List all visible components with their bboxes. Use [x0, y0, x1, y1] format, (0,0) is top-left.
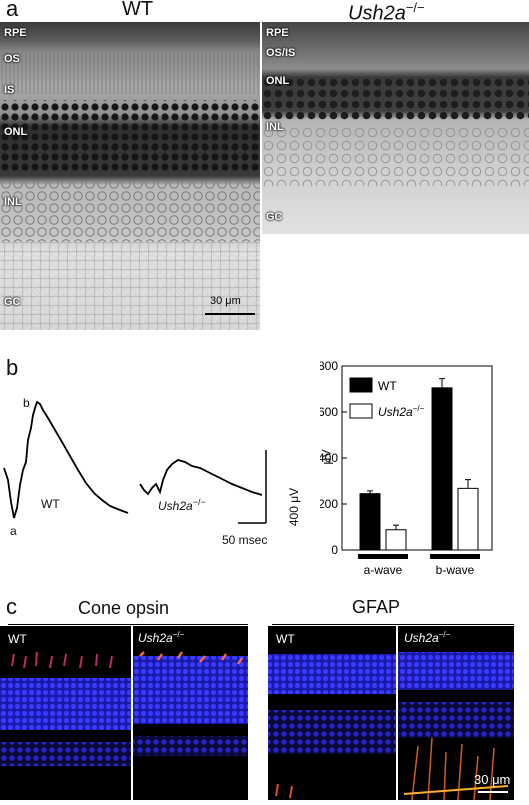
legend-label-wt: WT — [378, 379, 397, 393]
cone-wt-image — [0, 626, 131, 800]
category-bar — [358, 554, 408, 559]
cone-divider — [8, 624, 248, 625]
y-tick-label: 200 — [320, 497, 338, 511]
bar-a-wave-1 — [385, 529, 407, 551]
ko-layer-rpe: RPE — [266, 27, 289, 39]
y-tick-label: 600 — [320, 405, 338, 419]
trace-a-marker: a — [10, 524, 17, 538]
trace-ko-label: Ush2a−/− — [158, 497, 206, 513]
wt-scale-bar-label: 30 μm — [210, 295, 241, 307]
gfap-scale-label: 30 μm — [474, 772, 511, 787]
legend-label-ko-sup: −/− — [413, 404, 425, 413]
panel-a-wt-title: WT — [122, 0, 154, 20]
erg-bar-chart: 0 200 400 600 800 a-wave b-wave WT Ush2a−/− — [318, 359, 529, 585]
wt-layer-onl: ONL — [4, 126, 28, 138]
y-tick-label: 400 — [320, 451, 338, 465]
panel-a-ko-title: Ush2a−/− — [348, 0, 425, 25]
panel-b-letter: b — [6, 355, 19, 380]
legend-swatch-wt — [349, 377, 373, 393]
panel-c-gfap-title: GFAP — [352, 597, 401, 617]
ko-erg-trace — [139, 459, 263, 496]
bar-b-wave-0 — [431, 387, 453, 551]
y-tick-label: 800 — [320, 360, 338, 373]
wt-layer-rpe: RPE — [4, 27, 27, 39]
panel-a-letter: a — [6, 0, 19, 21]
ko-layer-inl: INL — [266, 121, 284, 133]
wt-layer-inl: INL — [4, 196, 22, 208]
category-bar — [430, 554, 480, 559]
ko-layer-onl: ONL — [266, 75, 290, 87]
scale-voltage-label: 400 μV — [287, 487, 301, 527]
wt-layer-gc: GC — [4, 296, 21, 308]
legend-swatch-ko — [349, 403, 373, 419]
wt-erg-trace — [3, 400, 129, 519]
bar-a-wave-0 — [359, 493, 381, 551]
cone-wt-label: WT — [8, 632, 27, 646]
chart-ylabel: μV — [319, 449, 334, 465]
gfap-ko-label: Ush2a−/− — [404, 630, 451, 645]
gfap-ko-image — [398, 626, 514, 801]
erg-traces — [0, 380, 300, 560]
ko-layer-os-is: OS/IS — [266, 47, 296, 59]
wt-layer-is: IS — [4, 84, 15, 96]
fluorescence-images — [0, 626, 529, 801]
category-label: b-wave — [436, 563, 475, 577]
gfap-wt-image — [268, 626, 396, 800]
ko-histology-image — [262, 22, 529, 234]
trace-b-marker: b — [23, 396, 30, 410]
panel-c-letter: c — [6, 594, 17, 619]
trace-wt-label: WT — [41, 497, 60, 511]
cone-ko-image — [133, 626, 248, 800]
wt-layer-os: OS — [4, 53, 20, 65]
wt-histology-image — [0, 22, 260, 330]
legend-label-ko: Ush2a−/− — [378, 404, 425, 419]
y-tick-label: 0 — [331, 543, 338, 557]
category-label: a-wave — [364, 563, 403, 577]
bar-b-wave-1 — [457, 487, 479, 551]
cone-ko-label: Ush2a−/− — [138, 630, 185, 645]
gfap-wt-label: WT — [276, 632, 295, 646]
gfap-divider — [272, 624, 514, 625]
panel-c-cone-title: Cone opsin — [78, 598, 170, 618]
ko-layer-gc: GC — [266, 211, 283, 223]
scale-time-label: 50 msec — [222, 533, 268, 547]
